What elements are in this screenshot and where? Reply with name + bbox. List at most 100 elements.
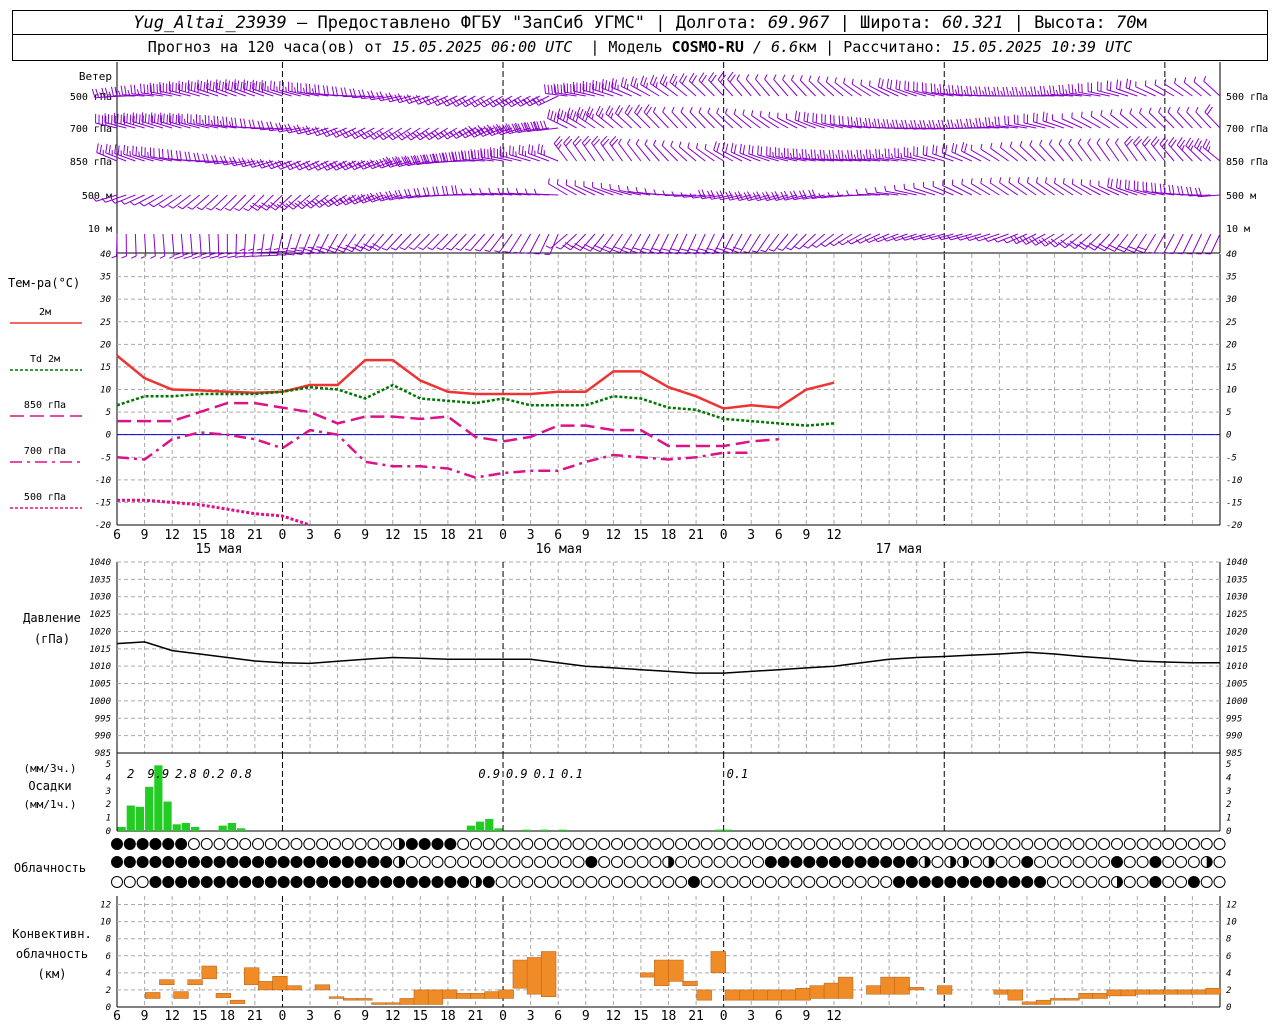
wind-barb-flag xyxy=(183,251,193,256)
wind-barb-flag xyxy=(555,246,561,250)
cloud-symbol xyxy=(1085,876,1098,888)
wind-barb-flag xyxy=(1036,113,1038,123)
wind-barb xyxy=(817,80,835,97)
wind-barb-flag xyxy=(531,98,536,104)
wind-barb-flag xyxy=(406,94,413,103)
conv-bar xyxy=(682,981,698,986)
wind-barb xyxy=(842,233,862,246)
wind-barb-flag xyxy=(884,148,887,158)
wind-barb-flag xyxy=(458,151,461,161)
cloud-symbol xyxy=(687,876,700,888)
wind-barb-flag xyxy=(919,120,923,130)
conv-unit: (км) xyxy=(38,967,67,981)
wind-barb-flag xyxy=(413,154,419,164)
wind-barb xyxy=(380,95,403,102)
wind-barb xyxy=(786,118,807,129)
wind-barb-flag xyxy=(121,255,127,259)
temp-series-t2m xyxy=(116,354,835,410)
wind-barb xyxy=(950,233,972,241)
wind-barb xyxy=(784,194,807,201)
wind-barb-flag xyxy=(99,144,103,154)
wind-barb-flag xyxy=(348,161,355,170)
wind-barb xyxy=(1172,233,1184,254)
wind-barb xyxy=(95,122,118,129)
wind-barb xyxy=(508,192,531,196)
wind-barb-flag xyxy=(989,177,992,183)
precip-3h-label: 0.8 xyxy=(230,767,252,781)
cloud-symbol-half xyxy=(399,838,405,850)
wind-barb xyxy=(143,194,164,207)
wind-barb-flag xyxy=(285,86,287,93)
cloud-symbol xyxy=(803,876,816,888)
wind-barb xyxy=(528,152,550,162)
wind-barb xyxy=(850,233,871,245)
wind-barb xyxy=(383,127,403,141)
wind-barb-flag xyxy=(1150,136,1158,145)
wind-barb-flag xyxy=(1039,85,1043,96)
wind-barb xyxy=(677,233,688,255)
wind-barb-flag xyxy=(504,125,510,134)
wind-barb-flag xyxy=(369,245,379,251)
wind-barb-flag xyxy=(236,80,240,90)
wind-barb-flag xyxy=(215,207,221,211)
wind-barb-flag xyxy=(515,151,517,157)
wind-barb xyxy=(1202,146,1221,162)
wind-barb-flag xyxy=(360,159,367,169)
cloud-symbol xyxy=(546,856,559,868)
wind-barb-flag xyxy=(502,124,508,133)
wind-barb-flag xyxy=(219,120,223,127)
cloud-symbol-half xyxy=(950,856,956,868)
wind-barb-flag xyxy=(1004,115,1006,125)
wind-barb-flag xyxy=(159,255,165,259)
wind-barb-flag xyxy=(1037,90,1041,96)
wind-barb-flag xyxy=(454,185,458,195)
wind-barb xyxy=(171,233,175,256)
wind-barb-flag xyxy=(338,198,344,203)
wind-barb-flag xyxy=(704,143,707,150)
wind-barb-flag xyxy=(846,240,852,245)
wind-barb xyxy=(895,88,917,97)
wind-barb-flag xyxy=(210,120,214,126)
wind-barb-flag xyxy=(1171,184,1175,195)
wind-barb-flag xyxy=(662,76,668,86)
wind-barb xyxy=(301,194,320,210)
wind-barb xyxy=(980,182,1000,196)
pressure-ytick-left: 1005 xyxy=(89,680,111,690)
wind-barb-flag xyxy=(397,93,404,102)
wind-barb-flag xyxy=(1129,108,1133,114)
wind-barb xyxy=(288,90,311,97)
conv-bar xyxy=(639,972,656,978)
wind-barb-flag xyxy=(356,162,361,168)
temp-xtick: 9 xyxy=(141,528,149,543)
wind-barb-flag xyxy=(1005,86,1009,97)
wind-barb xyxy=(941,152,963,162)
precip-ytick-right: 1 xyxy=(1226,814,1231,824)
wind-barb-flag xyxy=(970,178,973,184)
conv-xtick: 9 xyxy=(141,1009,149,1024)
wind-barb xyxy=(499,155,522,162)
wind-barb-flag xyxy=(794,110,798,121)
pressure-ytick-right: 1040 xyxy=(1226,558,1248,568)
wind-barb-flag xyxy=(1038,239,1046,247)
wind-barb-flag xyxy=(661,140,665,146)
wind-barb-flag xyxy=(768,249,775,252)
cloud-symbol xyxy=(841,856,854,868)
wind-barb xyxy=(234,88,256,97)
wind-barb-flag xyxy=(991,90,995,97)
wind-barb xyxy=(999,182,1019,196)
wind-barb-flag xyxy=(643,104,650,113)
cloud-symbol xyxy=(623,856,636,868)
cloud-symbol xyxy=(1149,876,1162,888)
cloud-symbol xyxy=(187,876,200,888)
conv-bar xyxy=(1092,993,1108,999)
wind-barb-flag xyxy=(385,93,391,102)
cloud-symbol xyxy=(816,856,829,868)
wind-barb-flag xyxy=(1206,106,1213,115)
wind-barb-flag xyxy=(939,84,942,94)
wind-barb-flag xyxy=(331,86,335,96)
wind-barb-flag xyxy=(523,98,530,107)
temp-xtick: 18 xyxy=(440,528,456,543)
temp-xtick: 0 xyxy=(279,528,287,543)
wind-barb xyxy=(670,145,688,162)
